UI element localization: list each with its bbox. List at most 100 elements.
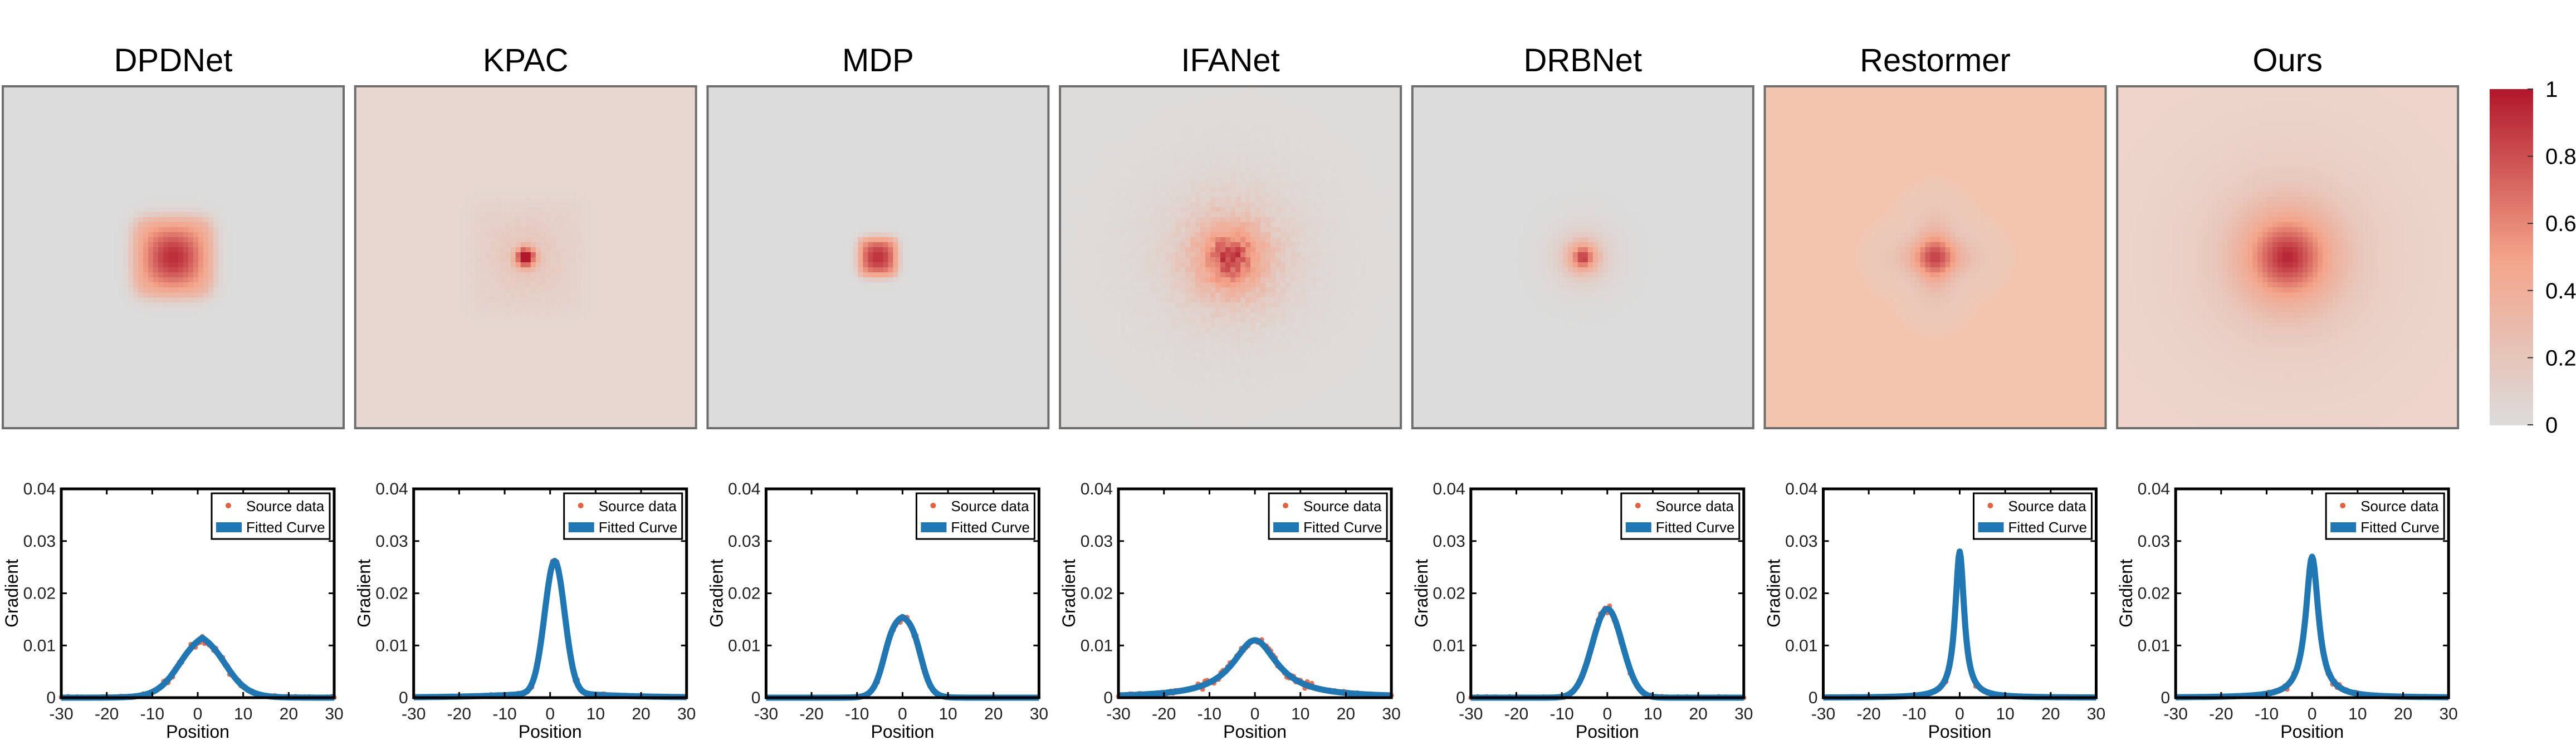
heatmap-cell <box>455 277 461 283</box>
heatmap-cell <box>188 197 194 203</box>
heatmap-cell <box>1316 237 1321 243</box>
heatmap-cell <box>1120 282 1126 288</box>
heatmap-cell <box>1331 161 1336 167</box>
heatmap-cell <box>1376 262 1381 268</box>
heatmap-cell <box>1225 192 1231 198</box>
heatmap-cell <box>520 227 526 233</box>
heatmap-cell <box>153 262 159 268</box>
heatmap-cell <box>500 217 506 223</box>
heatmap-cell <box>1346 362 1351 369</box>
heatmap-cell <box>138 227 144 233</box>
heatmap-cell <box>1170 383 1176 389</box>
heatmap-cell <box>1275 131 1281 137</box>
heatmap-cell <box>218 237 224 243</box>
heatmap-cell <box>1215 383 1221 389</box>
heatmap-cell <box>1100 272 1106 278</box>
heatmap-cell <box>903 252 908 258</box>
heatmap-cell <box>530 207 536 213</box>
heatmap-cell <box>1200 161 1206 167</box>
heatmap-cell <box>1240 237 1246 243</box>
heatmap-cell <box>505 302 511 308</box>
heatmap-cell <box>1376 247 1381 253</box>
heatmap-cell <box>1291 106 1296 112</box>
heatmap-cell <box>1331 257 1336 263</box>
heatmap-cell <box>1075 222 1081 228</box>
heatmap-cell <box>1220 267 1226 273</box>
heatmap-cell <box>1306 222 1311 228</box>
heatmap-cell <box>1270 342 1276 349</box>
heatmap-cell <box>1205 252 1211 258</box>
heatmap-cell <box>590 212 597 218</box>
heatmap-cell <box>1326 171 1331 178</box>
heatmap-cell <box>1190 96 1196 102</box>
heatmap-cell <box>1165 217 1171 223</box>
heatmap-cell <box>858 247 863 253</box>
heatmap-cell <box>188 282 194 288</box>
y-tick-label: 0.04 <box>375 480 408 498</box>
heatmap-cell <box>1160 378 1166 384</box>
heatmap-cell <box>168 312 174 318</box>
heatmap-cell <box>1070 267 1076 273</box>
heatmap-cell <box>575 207 581 213</box>
heatmap-cell <box>1230 171 1236 178</box>
heatmap-cell <box>515 192 521 198</box>
heatmap-cell <box>1130 141 1136 147</box>
heatmap-cell <box>1396 262 1401 268</box>
heatmap-cell <box>585 247 592 253</box>
heatmap-cell <box>1240 337 1246 344</box>
heatmap-cell <box>1160 182 1166 188</box>
heatmap-cell <box>1285 252 1291 258</box>
heatmap-cell <box>590 227 597 233</box>
heatmap-cell <box>1115 212 1121 218</box>
heatmap-cell <box>1150 262 1156 268</box>
heatmap-cell <box>1120 372 1126 379</box>
heatmap-cell <box>1311 267 1316 273</box>
heatmap-cell <box>1265 327 1271 333</box>
heatmap-cell <box>1306 317 1311 323</box>
heatmap-cell <box>1110 367 1116 374</box>
heatmap-cell <box>1280 151 1286 157</box>
heatmap-cell <box>500 212 506 218</box>
heatmap-cell <box>1210 292 1216 298</box>
heatmap-cell <box>1301 282 1306 288</box>
heatmap-cell <box>1346 317 1351 323</box>
heatmap-cell <box>193 227 199 233</box>
heatmap-cell <box>183 302 189 308</box>
heatmap-cell <box>1326 302 1331 308</box>
heatmap-cell <box>1135 322 1141 328</box>
heatmap-cell <box>1326 383 1331 389</box>
heatmap-cell <box>1311 242 1316 248</box>
heatmap-cell <box>1190 383 1196 389</box>
heatmap-cell <box>1386 302 1391 308</box>
heatmap-cell <box>1230 267 1236 273</box>
heatmap-cell <box>505 247 511 253</box>
heatmap-cell <box>1120 317 1126 323</box>
heatmap-cell <box>1145 307 1151 313</box>
heatmap-cell <box>1145 317 1151 323</box>
heatmap-cell <box>480 307 486 313</box>
heatmap-cell <box>460 207 466 213</box>
heatmap-cell <box>1155 156 1161 162</box>
heatmap-cell <box>1075 312 1081 318</box>
heatmap-cell <box>1195 327 1201 333</box>
heatmap-cell <box>203 232 209 238</box>
heatmap-cell <box>505 262 511 268</box>
heatmap-cell <box>550 282 556 288</box>
heatmap-cell <box>520 302 526 308</box>
heatmap-cell <box>1200 342 1206 349</box>
heatmap-cell <box>1321 302 1326 308</box>
heatmap-cell <box>1195 141 1201 147</box>
heatmap-cell <box>1195 217 1201 223</box>
heatmap-cell <box>465 282 471 288</box>
heatmap-cell <box>148 232 154 238</box>
heatmap-cell <box>495 267 501 273</box>
heatmap-cell <box>1341 212 1346 218</box>
heatmap-cell <box>203 207 209 213</box>
heatmap-cell <box>183 212 189 218</box>
heatmap-cell <box>1235 383 1241 389</box>
heatmap-cell <box>138 237 144 243</box>
heatmap-cell <box>1240 96 1246 102</box>
heatmap-cell <box>525 257 531 263</box>
heatmap-cell <box>1250 378 1256 384</box>
heatmap-cell <box>1255 106 1261 112</box>
